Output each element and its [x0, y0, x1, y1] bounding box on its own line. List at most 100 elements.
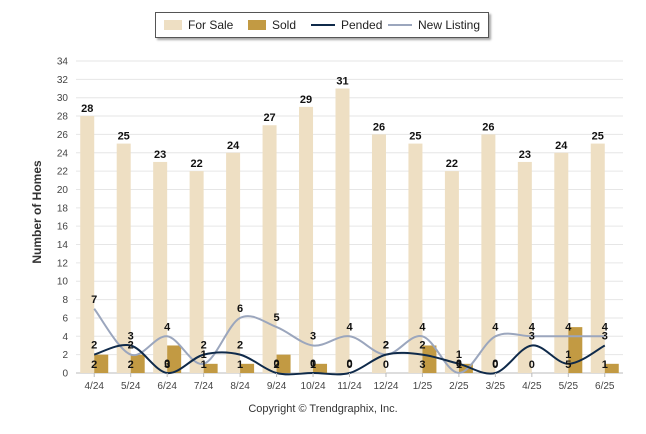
bar-for-sale	[226, 152, 241, 373]
data-label-new-listing: 4	[565, 321, 572, 333]
data-label-new-listing: 6	[237, 303, 243, 315]
bar-for-sale	[517, 161, 532, 373]
data-label-new-listing: 4	[164, 321, 171, 333]
legend: For Sale Sold Pended New Listing	[155, 12, 489, 38]
data-label-for-sale: 25	[592, 131, 604, 143]
y-tick-label: 20	[57, 185, 69, 196]
y-tick-label: 28	[57, 112, 69, 123]
data-label-new-listing: 4	[529, 321, 536, 333]
bar-for-sale	[590, 143, 605, 373]
y-tick-label: 32	[57, 75, 69, 86]
data-label-pended: 1	[456, 349, 462, 361]
data-label-for-sale: 23	[154, 149, 166, 161]
x-tick-label: 5/25	[559, 381, 579, 392]
bar-sold	[94, 354, 109, 373]
y-tick-label: 0	[62, 369, 68, 380]
y-tick-label: 14	[57, 240, 69, 251]
legend-label-pended: Pended	[341, 18, 383, 32]
data-label-new-listing: 4	[492, 321, 499, 333]
data-label-for-sale: 26	[482, 121, 494, 133]
data-label-pended: 0	[164, 358, 170, 370]
data-label-sold: 0	[529, 359, 535, 371]
x-tick-label: 1/25	[413, 381, 433, 392]
x-tick-label: 12/24	[373, 381, 398, 392]
legend-item-new-listing[interactable]: New Listing	[388, 13, 480, 37]
data-label-sold: 0	[346, 359, 352, 371]
data-label-for-sale: 28	[81, 103, 93, 115]
line-new-listing	[93, 308, 605, 375]
x-tick-label: 10/24	[301, 381, 326, 392]
bar-for-sale	[262, 125, 277, 373]
data-label-for-sale: 24	[555, 140, 568, 152]
data-label-new-listing: 5	[274, 312, 280, 324]
data-label-pended: 2	[383, 340, 389, 352]
bar-for-sale	[444, 171, 459, 373]
data-label-pended: 0	[346, 358, 352, 370]
y-tick-label: 6	[62, 313, 68, 324]
data-label-sold: 3	[419, 359, 425, 371]
data-label-new-listing: 2	[128, 340, 134, 352]
y-tick-label: 26	[57, 130, 69, 141]
data-label-for-sale: 25	[118, 131, 130, 143]
data-label-for-sale: 22	[191, 158, 203, 170]
bar-sold	[313, 363, 328, 373]
data-label-sold: 2	[128, 359, 134, 371]
new-listing-swatch	[388, 24, 412, 26]
data-label-sold: 1	[456, 359, 462, 371]
data-label-new-listing: 4	[602, 321, 609, 333]
y-tick-label: 2	[62, 350, 68, 361]
bar-for-sale	[481, 134, 496, 373]
data-label-for-sale: 24	[227, 140, 240, 152]
data-label-pended: 2	[91, 340, 97, 352]
data-label-pended: 3	[529, 330, 535, 342]
bar-sold	[276, 354, 291, 373]
bar-sold	[458, 363, 473, 373]
legend-item-for-sale[interactable]: For Sale	[164, 13, 233, 37]
legend-item-sold[interactable]: Sold	[248, 13, 296, 37]
data-label-for-sale: 22	[446, 158, 458, 170]
bar-for-sale	[189, 171, 204, 373]
data-label-sold: 2	[274, 359, 280, 371]
data-label-pended: 0	[492, 358, 498, 370]
pended-swatch	[311, 24, 335, 26]
bar-sold	[167, 345, 182, 373]
data-label-pended: 0	[310, 358, 316, 370]
x-tick-label: 6/24	[157, 381, 177, 392]
bar-for-sale	[408, 143, 423, 373]
y-tick-label: 4	[62, 332, 68, 343]
data-label-sold: 1	[602, 359, 608, 371]
data-label-for-sale: 29	[300, 94, 312, 106]
y-tick-label: 18	[57, 203, 69, 214]
x-tick-label: 9/24	[267, 381, 287, 392]
copyright-text: Copyright © Trendgraphix, Inc.	[248, 403, 398, 415]
y-tick-label: 22	[57, 167, 69, 178]
data-label-sold: 1	[201, 359, 207, 371]
data-label-sold: 3	[164, 359, 170, 371]
y-tick-label: 16	[57, 222, 69, 233]
data-label-new-listing: 4	[419, 321, 426, 333]
bar-for-sale	[116, 143, 131, 373]
bar-for-sale	[299, 106, 314, 373]
data-label-pended: 2	[237, 340, 243, 352]
bar-sold	[604, 363, 619, 373]
bar-sold	[203, 363, 218, 373]
bar-for-sale	[371, 134, 386, 373]
data-label-pended: 0	[274, 358, 280, 370]
bar-sold	[240, 363, 255, 373]
data-label-sold: 5	[565, 359, 571, 371]
x-tick-label: 8/24	[230, 381, 250, 392]
data-label-pended: 3	[602, 330, 608, 342]
data-label-sold: 0	[383, 359, 389, 371]
data-label-new-listing: 0	[456, 358, 462, 370]
data-label-new-listing: 4	[346, 321, 353, 333]
x-tick-label: 6/25	[595, 381, 615, 392]
data-label-for-sale: 31	[336, 76, 348, 88]
legend-item-pended[interactable]: Pended	[311, 13, 382, 37]
x-tick-label: 5/24	[121, 381, 141, 392]
data-label-pended: 2	[201, 340, 207, 352]
data-label-new-listing: 3	[310, 330, 316, 342]
y-tick-label: 10	[57, 277, 69, 288]
x-tick-label: 4/25	[522, 381, 542, 392]
